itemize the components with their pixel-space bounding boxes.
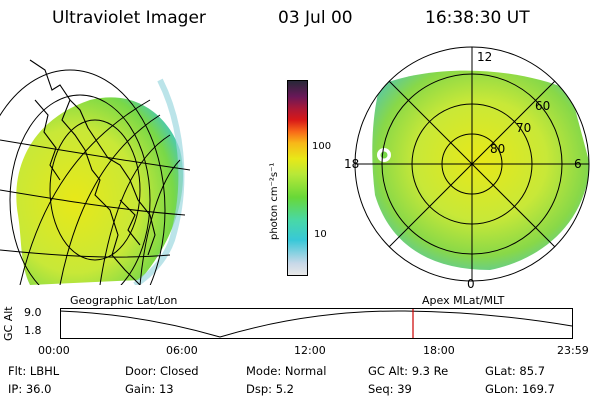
- date-label: 03 Jul 00: [278, 8, 353, 28]
- altitude-xtick-1200: 12:00: [294, 344, 326, 357]
- info-dsp: Dsp: 5.2: [246, 382, 294, 396]
- info-filter: Flt: LBHL: [8, 364, 60, 378]
- instrument-title: Ultraviolet Imager: [52, 8, 206, 28]
- mlat-label-60: 60: [535, 99, 550, 113]
- coastline-outline: [29, 59, 156, 285]
- info-gain: Gain: 13: [125, 382, 174, 396]
- altitude-xtick-0600: 06:00: [166, 344, 198, 357]
- info-mode: Mode: Normal: [246, 364, 327, 378]
- altitude-xtick-2359: 23:59: [557, 344, 589, 357]
- mlt-label-18: 18: [344, 157, 359, 171]
- colorbar-unit-label: photon cm⁻²s⁻¹: [269, 162, 280, 240]
- altitude-curve: [60, 310, 573, 338]
- time-label: 16:38:30 UT: [425, 8, 530, 28]
- mlt-label-0: 0: [467, 277, 475, 290]
- info-glon: GLon: 169.7: [485, 382, 555, 396]
- colorbar-tick-10: 10: [314, 229, 327, 240]
- altitude-plot: [60, 308, 573, 339]
- mlt-label-12: 12: [477, 50, 492, 64]
- altitude-ytick-high: 9.0: [24, 306, 42, 319]
- altitude-plot-frame: [60, 308, 573, 339]
- mlt-label-6: 6: [574, 157, 582, 171]
- polar-grid: [354, 46, 590, 282]
- colorbar-tick-100: 100: [312, 141, 332, 152]
- geographic-image-panel: [0, 59, 191, 285]
- geo-panel-label: Geographic Lat/Lon: [70, 294, 178, 307]
- mlat-label-70: 70: [516, 121, 531, 135]
- mlat-label-80: 80: [490, 142, 505, 156]
- color-scale-bar: [287, 80, 308, 276]
- polar-plot: 12 18 6 0 60 70 80: [344, 46, 590, 290]
- geo-aurora-oval: [16, 97, 184, 285]
- altitude-ytick-low: 1.8: [24, 324, 42, 337]
- info-seq: Seq: 39: [368, 382, 412, 396]
- info-gc-alt: GC Alt: 9.3 Re: [368, 364, 449, 378]
- altitude-xtick-1800: 18:00: [423, 344, 455, 357]
- altitude-xtick-0000: 00:00: [38, 344, 70, 357]
- info-door: Door: Closed: [125, 364, 199, 378]
- polar-aurora-oval: [372, 70, 589, 270]
- geo-grid-lines: [0, 69, 191, 285]
- info-glat: GLat: 85.7: [485, 364, 546, 378]
- polar-panel-label: Apex MLat/MLT: [422, 294, 505, 307]
- altitude-ylabel: GC Alt: [2, 306, 15, 341]
- info-ip: IP: 36.0: [8, 382, 52, 396]
